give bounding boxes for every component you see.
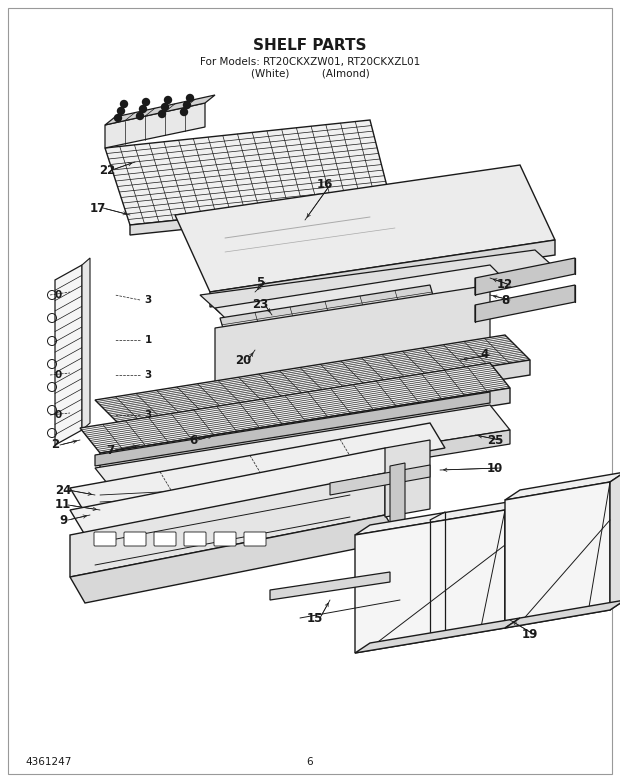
Polygon shape [55, 265, 82, 445]
Text: 1: 1 [144, 335, 152, 345]
Polygon shape [475, 285, 575, 322]
Polygon shape [210, 240, 555, 307]
Circle shape [184, 102, 190, 109]
Text: 19: 19 [522, 629, 538, 641]
Circle shape [180, 109, 187, 116]
Text: 11: 11 [55, 498, 71, 511]
FancyBboxPatch shape [94, 532, 116, 546]
Polygon shape [505, 500, 520, 628]
Polygon shape [505, 472, 620, 500]
Polygon shape [355, 618, 520, 653]
Text: 7: 7 [106, 443, 114, 457]
Text: 4361247: 4361247 [25, 757, 71, 767]
Polygon shape [175, 165, 555, 292]
Polygon shape [270, 572, 390, 600]
Text: 23: 23 [252, 299, 268, 311]
FancyBboxPatch shape [184, 532, 206, 546]
Polygon shape [82, 258, 90, 430]
Polygon shape [200, 250, 555, 313]
FancyBboxPatch shape [244, 532, 266, 546]
Text: (White)          (Almond): (White) (Almond) [250, 69, 370, 79]
Text: 3: 3 [144, 295, 152, 305]
Text: 5: 5 [256, 275, 264, 289]
Text: 12: 12 [497, 278, 513, 292]
Text: 17: 17 [90, 202, 106, 214]
FancyBboxPatch shape [124, 532, 146, 546]
Text: 3: 3 [144, 370, 152, 380]
Polygon shape [70, 423, 445, 513]
Text: 20: 20 [235, 353, 251, 367]
Text: 4: 4 [481, 349, 489, 361]
Text: 24: 24 [55, 483, 71, 497]
Polygon shape [105, 103, 205, 148]
FancyBboxPatch shape [154, 532, 176, 546]
Text: 25: 25 [487, 433, 503, 447]
Text: 8: 8 [501, 293, 509, 307]
FancyBboxPatch shape [214, 532, 236, 546]
Polygon shape [475, 258, 575, 295]
Polygon shape [215, 285, 490, 383]
Text: 15: 15 [307, 612, 323, 625]
Circle shape [115, 114, 122, 121]
Polygon shape [120, 360, 530, 440]
Text: 6: 6 [189, 433, 197, 447]
Polygon shape [505, 600, 620, 628]
Polygon shape [355, 510, 505, 653]
Polygon shape [610, 472, 620, 610]
Text: 0: 0 [55, 370, 61, 380]
Polygon shape [95, 335, 530, 425]
Circle shape [143, 99, 149, 106]
Polygon shape [355, 500, 520, 535]
Circle shape [159, 110, 166, 117]
Circle shape [161, 103, 169, 110]
Text: 6: 6 [307, 757, 313, 767]
Polygon shape [100, 388, 510, 468]
Polygon shape [330, 465, 430, 495]
Polygon shape [105, 120, 390, 225]
Polygon shape [70, 448, 400, 535]
Text: 0: 0 [55, 410, 61, 420]
Polygon shape [80, 363, 510, 453]
Text: For Models: RT20CKXZW01, RT20CKXZL01: For Models: RT20CKXZW01, RT20CKXZL01 [200, 57, 420, 67]
Text: 16: 16 [317, 178, 333, 192]
Polygon shape [390, 463, 405, 538]
Polygon shape [95, 392, 490, 466]
Polygon shape [105, 95, 215, 125]
Polygon shape [215, 265, 510, 328]
Circle shape [118, 107, 125, 114]
Text: 0: 0 [55, 290, 61, 300]
Text: 22: 22 [99, 163, 115, 177]
Circle shape [140, 106, 146, 113]
Polygon shape [70, 473, 385, 577]
Circle shape [120, 101, 128, 107]
Text: SHELF PARTS: SHELF PARTS [253, 38, 367, 52]
Polygon shape [130, 198, 390, 235]
Circle shape [164, 96, 172, 103]
Polygon shape [115, 430, 510, 508]
Text: 9: 9 [59, 514, 67, 526]
Text: ReplacementParts.com: ReplacementParts.com [271, 450, 399, 460]
Circle shape [136, 113, 143, 120]
Polygon shape [220, 285, 440, 352]
Text: 3: 3 [144, 410, 152, 420]
Polygon shape [385, 440, 430, 517]
Text: 2: 2 [51, 439, 59, 451]
Polygon shape [70, 515, 400, 603]
Circle shape [187, 95, 193, 102]
Polygon shape [505, 482, 610, 628]
Polygon shape [215, 340, 510, 402]
Polygon shape [95, 405, 510, 493]
Text: 10: 10 [487, 461, 503, 475]
